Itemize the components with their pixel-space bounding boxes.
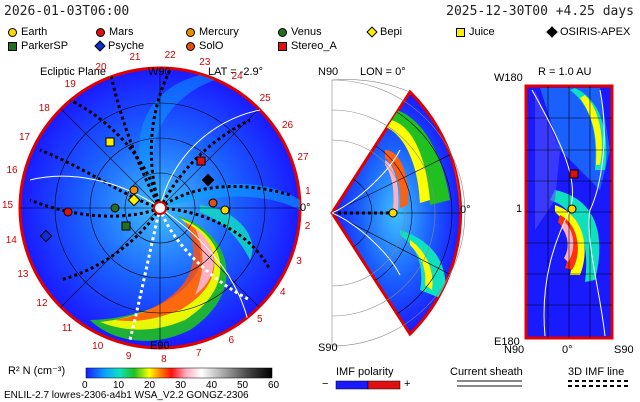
meridional-n90: N90 <box>318 66 339 78</box>
legend-item-psyche: Psyche <box>94 40 145 52</box>
circle-marker-icon <box>186 27 195 37</box>
rim-number: 11 <box>61 322 73 334</box>
legend-label: Venus <box>291 26 322 38</box>
colorbar-tick: 50 <box>237 380 249 391</box>
e180-label: E180 <box>494 336 520 348</box>
radius-label: R = 1.0 AU <box>538 66 592 78</box>
rim-number: 27 <box>297 151 309 163</box>
rim-number: 12 <box>36 298 48 310</box>
latlon-panel <box>524 84 614 340</box>
rim-number: 14 <box>5 235 17 247</box>
legend-item-mercury: Mercury <box>186 26 239 38</box>
imf-3d-label: 3D IMF line <box>568 366 625 378</box>
footer-model-info: ENLIL-2.7 lowres-2306-a4b1 WSA_V2.2 GONG… <box>4 390 249 401</box>
lat-label: LAT = -2.9° <box>208 66 264 78</box>
imf-minus-label: − <box>322 378 329 390</box>
legend-label: Juice <box>469 26 495 38</box>
rim-number: 23 <box>199 56 211 68</box>
rim-number: 15 <box>2 200 14 212</box>
meridional-plane-panel <box>330 79 466 347</box>
rim-number: 13 <box>17 268 29 280</box>
imf-plus-label: + <box>404 378 411 390</box>
ecliptic-plane-panel <box>18 66 302 350</box>
rim-number: 22 <box>164 50 176 62</box>
meridional-lon: LON = 0° <box>360 66 406 78</box>
rim-number: 20 <box>95 61 107 73</box>
colorbar-tick: 60 <box>268 380 280 391</box>
w90-label: W90 <box>148 66 171 78</box>
legend-item-bepi: Bepi <box>366 26 403 38</box>
legend-label: Mercury <box>199 26 239 38</box>
e90-label: E90 <box>150 340 170 352</box>
legend-item-mars: Mars <box>96 26 133 38</box>
current-sheath-label: Current sheath <box>450 366 523 378</box>
rim-number: 2 <box>304 221 311 233</box>
latlon-n90: N90 <box>504 344 525 356</box>
legend-item-earth: Earth <box>8 26 47 38</box>
rim-number: 4 <box>280 286 286 298</box>
w180-label: W180 <box>494 72 523 84</box>
rim-number: 26 <box>281 119 294 131</box>
legend-label: Mars <box>109 26 134 38</box>
rim-number: 6 <box>228 334 235 346</box>
colorbar-tick: 20 <box>144 380 156 391</box>
legend-label: Bepi <box>380 26 403 38</box>
circle-marker-icon <box>8 27 17 37</box>
circle-marker-icon <box>186 41 195 51</box>
ecliptic-zero-label: 0° <box>300 202 311 214</box>
imf-polarity-label: IMF polarity <box>336 366 394 378</box>
legend-label: Stereo_A <box>291 40 337 52</box>
latlon-s90: S90 <box>614 344 634 356</box>
rim-number: 24 <box>231 71 243 83</box>
left-timestamp: 2026-01-03T06:00 <box>4 4 130 19</box>
legend-label: OSIRIS-APEX <box>560 26 631 38</box>
meridional-zero: 0° <box>460 204 471 216</box>
legend-item-juice: Juice <box>456 26 495 38</box>
imf-negative-swatch <box>335 380 369 390</box>
rim-number: 5 <box>257 313 263 325</box>
rim-number: 19 <box>64 79 76 91</box>
square-marker-icon <box>8 41 17 51</box>
ecliptic-title: Ecliptic Plane <box>40 66 107 78</box>
colorbar-tick: 30 <box>175 380 187 391</box>
legend-item-stereo-a: Stereo_A <box>278 40 337 52</box>
legend-item-solo: SolO <box>186 40 223 52</box>
legend-item-venus: Venus <box>278 26 322 38</box>
legend-label: Earth <box>21 26 48 38</box>
rim-number: 25 <box>259 92 271 104</box>
rim-number: 3 <box>296 255 302 267</box>
rim-number: 8 <box>161 353 167 365</box>
legend-label: ParkerSP <box>21 40 69 52</box>
current-sheath-swatch <box>457 380 522 387</box>
imf-positive-swatch <box>367 380 401 390</box>
latlon-zero: 0° <box>562 344 573 356</box>
colorbar-gradient <box>85 367 273 379</box>
rim-number: 17 <box>18 132 31 144</box>
rim-number: 7 <box>195 348 202 360</box>
rim-number: 18 <box>38 102 50 114</box>
legend-label: SolO <box>199 40 224 52</box>
right-timestamp: 2025-12-30T00 +4.25 days <box>446 4 634 19</box>
colorbar-tick: 40 <box>206 380 218 391</box>
square-marker-icon <box>456 27 465 37</box>
rim-number: 1 <box>305 186 311 198</box>
rim-number: 21 <box>129 52 141 63</box>
legend-label: Psyche <box>108 40 145 52</box>
square-marker-icon <box>278 41 287 51</box>
colorbar-tick: 10 <box>113 380 125 391</box>
circle-marker-icon <box>96 27 105 37</box>
latlon-one-label: 1 <box>516 203 523 215</box>
colorbar-tick: 0 <box>82 380 88 391</box>
legend-item-osiris-apex: OSIRIS-APEX <box>546 26 631 38</box>
colorbar-label: R² N (cm⁻³) <box>8 365 66 377</box>
circle-marker-icon <box>278 27 287 37</box>
rim-number: 16 <box>6 165 18 177</box>
rim-number: 10 <box>92 340 104 352</box>
legend-item-parkersp: ParkerSP <box>8 40 68 52</box>
rim-number: 9 <box>125 351 132 363</box>
imf-line-swatch <box>568 380 628 387</box>
meridional-s90: S90 <box>318 342 338 354</box>
